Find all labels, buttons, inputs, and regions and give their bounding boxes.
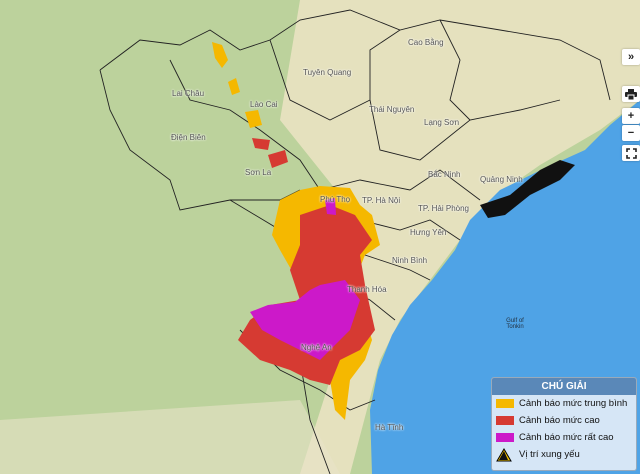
map-label: Ninh Bình: [392, 256, 428, 265]
map-label: Thanh Hóa: [347, 285, 387, 294]
warning-area-medium: [245, 110, 262, 128]
map-label: TP. Hà Nội: [362, 196, 401, 205]
map-label: Lào Cai: [250, 100, 278, 109]
print-button[interactable]: [622, 86, 640, 102]
lowland-area: [280, 0, 640, 474]
map-label: Phú Thọ: [320, 195, 351, 204]
map-label: Lai Châu: [172, 89, 205, 98]
legend-item: Vị trí xung yếu: [492, 446, 636, 463]
south-land: [0, 400, 340, 474]
warning-areas: [212, 42, 380, 420]
warning-area-very-high: [325, 198, 336, 215]
map-label: Gulf of Tonkin: [506, 318, 524, 330]
map-label: Lạng Sơn: [424, 118, 460, 127]
map-label: Hưng Yên: [410, 228, 447, 237]
warning-area-medium: [228, 78, 240, 95]
collapse-panel-button[interactable]: »: [622, 49, 640, 65]
map-label: Sơn La: [245, 168, 272, 177]
legend-label: Cảnh báo mức cao: [519, 415, 600, 426]
warning-triangle-icon: [496, 447, 512, 461]
map-label: Quảng Ninh: [480, 175, 523, 184]
legend-swatch-high: [496, 416, 514, 425]
zoom-in-button[interactable]: +: [622, 108, 640, 124]
map-label: Cao Bằng: [408, 38, 444, 47]
legend-swatch-medium: [496, 399, 514, 408]
printer-icon: [625, 88, 637, 100]
islands: [480, 160, 575, 218]
fullscreen-button[interactable]: [622, 145, 640, 161]
legend-swatch-very-high: [496, 433, 514, 442]
map-label: Hà Tĩnh: [375, 423, 404, 432]
legend-label: Cảnh báo mức rất cao: [519, 432, 614, 443]
map-label: Thái Nguyên: [369, 105, 415, 114]
map-label: Tuyên Quang: [303, 68, 352, 77]
map-label: TP. Hải Phòng: [418, 204, 469, 213]
warning-area-high: [252, 138, 270, 150]
warning-area-very-high: [250, 280, 360, 360]
legend-item: Cảnh báo mức trung bình: [492, 395, 636, 412]
legend-label: Cảnh báo mức trung bình: [519, 398, 628, 409]
legend: CHÚ GIẢI Cảnh báo mức trung bình Cảnh bá…: [491, 377, 637, 471]
zoom-out-button[interactable]: −: [622, 125, 640, 141]
map-label: Điện Biên: [171, 133, 206, 142]
legend-label: Vị trí xung yếu: [519, 449, 580, 460]
warning-area-medium: [212, 42, 228, 68]
legend-item: Cảnh báo mức rất cao: [492, 429, 636, 446]
fullscreen-icon: [625, 147, 637, 159]
map-label: Nghệ An: [301, 343, 332, 352]
map-label: Bắc Ninh: [428, 170, 461, 179]
legend-item: Cảnh báo mức cao: [492, 412, 636, 429]
legend-title: CHÚ GIẢI: [492, 378, 636, 395]
warning-area-high: [268, 150, 288, 168]
